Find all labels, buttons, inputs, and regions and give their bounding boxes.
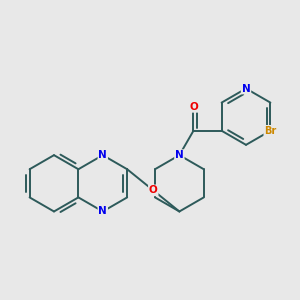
Text: Br: Br (264, 126, 277, 136)
Text: O: O (149, 185, 158, 195)
Text: N: N (175, 150, 184, 160)
Text: N: N (98, 150, 107, 160)
Text: O: O (189, 102, 198, 112)
Text: N: N (242, 83, 250, 94)
Text: N: N (98, 206, 107, 217)
